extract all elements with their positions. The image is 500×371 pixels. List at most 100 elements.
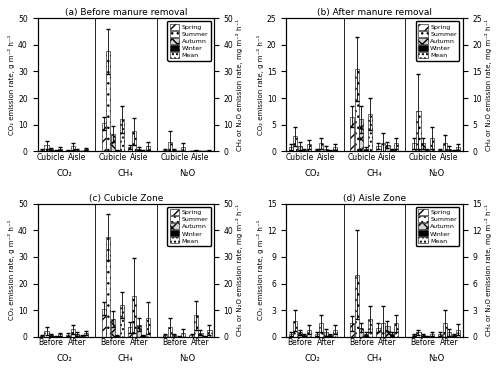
Bar <box>146 146 150 151</box>
Bar <box>315 334 319 337</box>
Bar <box>194 315 198 337</box>
Bar <box>146 318 150 337</box>
Bar <box>390 150 394 151</box>
Bar <box>350 324 354 337</box>
Bar <box>66 335 70 337</box>
Bar <box>324 149 328 151</box>
Text: N₂O: N₂O <box>180 168 196 178</box>
Text: CH₄: CH₄ <box>366 354 382 363</box>
Bar <box>412 335 416 337</box>
Bar <box>44 145 48 151</box>
Bar <box>368 114 372 151</box>
Text: N₂O: N₂O <box>428 354 444 363</box>
Bar <box>426 336 430 337</box>
Title: (b) After manure removal: (b) After manure removal <box>317 8 432 17</box>
Bar <box>120 305 124 337</box>
Title: (a) Before manure removal: (a) Before manure removal <box>64 8 187 17</box>
Bar <box>332 147 337 151</box>
Bar <box>190 335 194 337</box>
Bar <box>120 119 124 151</box>
Bar <box>426 150 430 151</box>
Y-axis label: CH₄ or N₂O emission rate, mg m⁻² h⁻¹: CH₄ or N₂O emission rate, mg m⁻² h⁻¹ <box>484 204 492 336</box>
Text: CH₄: CH₄ <box>118 354 134 363</box>
Bar <box>430 138 434 151</box>
Bar <box>438 150 442 151</box>
Bar <box>172 150 176 151</box>
Bar <box>447 149 451 151</box>
Bar <box>412 143 416 151</box>
Bar <box>320 324 324 337</box>
Legend: Spring, Summer, Autumn, Winter, Mean: Spring, Summer, Autumn, Winter, Mean <box>168 207 211 246</box>
Bar <box>110 134 114 151</box>
Bar <box>58 334 62 337</box>
Y-axis label: CH₄ or N₂O emission rate, mg m⁻² h⁻¹: CH₄ or N₂O emission rate, mg m⁻² h⁻¹ <box>236 204 243 336</box>
Bar <box>49 335 53 337</box>
Bar <box>58 149 62 151</box>
Bar <box>208 330 212 337</box>
Bar <box>44 331 48 337</box>
Text: CH₄: CH₄ <box>118 168 134 178</box>
Text: N₂O: N₂O <box>180 354 196 363</box>
Bar <box>288 334 292 337</box>
Bar <box>203 336 207 337</box>
Bar <box>40 150 44 151</box>
Bar <box>328 150 332 151</box>
Y-axis label: CH₄ or N₂O emission rate, mg m⁻² h⁻¹: CH₄ or N₂O emission rate, mg m⁻² h⁻¹ <box>236 19 243 151</box>
Legend: Spring, Summer, Autumn, Winter, Mean: Spring, Summer, Autumn, Winter, Mean <box>416 207 460 246</box>
Bar <box>194 150 198 151</box>
Bar <box>394 143 398 151</box>
Bar <box>359 119 364 151</box>
Bar <box>447 332 451 337</box>
Bar <box>320 143 324 151</box>
Bar <box>386 145 390 151</box>
Bar <box>293 321 297 337</box>
Bar <box>128 147 132 151</box>
Bar <box>70 147 75 151</box>
Bar <box>54 336 58 337</box>
Bar <box>80 336 84 337</box>
Legend: Spring, Summer, Autumn, Winter, Mean: Spring, Summer, Autumn, Winter, Mean <box>416 21 460 60</box>
Bar <box>132 131 136 151</box>
Bar <box>49 150 53 151</box>
Bar <box>456 330 460 337</box>
Bar <box>137 149 141 151</box>
Bar <box>115 150 119 151</box>
Bar <box>452 335 456 337</box>
Bar <box>110 319 114 337</box>
Bar <box>172 335 176 337</box>
Bar <box>324 332 328 337</box>
Bar <box>394 324 398 337</box>
Legend: Spring, Summer, Autumn, Winter, Mean: Spring, Summer, Autumn, Winter, Mean <box>168 21 211 60</box>
Text: CO₂: CO₂ <box>56 168 72 178</box>
Bar <box>84 149 88 151</box>
Bar <box>368 319 372 337</box>
Bar <box>164 150 168 151</box>
Bar <box>306 144 310 151</box>
Bar <box>452 150 456 151</box>
Bar <box>84 333 88 337</box>
Bar <box>198 333 202 337</box>
Bar <box>293 137 297 151</box>
Bar <box>328 335 332 337</box>
Bar <box>298 146 302 151</box>
Bar <box>416 332 420 337</box>
Bar <box>386 326 390 337</box>
Bar <box>350 116 354 151</box>
Bar <box>376 146 380 151</box>
Bar <box>70 329 75 337</box>
Bar <box>181 147 186 151</box>
Bar <box>102 309 106 337</box>
Y-axis label: CO₂ emission rate, g m⁻² h⁻¹: CO₂ emission rate, g m⁻² h⁻¹ <box>8 220 16 321</box>
Y-axis label: CO₂ emission rate, g m⁻² h⁻¹: CO₂ emission rate, g m⁻² h⁻¹ <box>257 220 264 321</box>
Bar <box>106 52 110 151</box>
Text: CH₄: CH₄ <box>366 168 382 178</box>
Bar <box>315 150 319 151</box>
Bar <box>168 328 172 337</box>
Bar <box>128 328 132 337</box>
Bar <box>442 143 446 151</box>
Bar <box>302 150 306 151</box>
Y-axis label: CO₂ emission rate, g m⁻² h⁻¹: CO₂ emission rate, g m⁻² h⁻¹ <box>8 35 16 135</box>
Bar <box>430 334 434 337</box>
Bar <box>102 123 106 151</box>
Bar <box>354 275 359 337</box>
